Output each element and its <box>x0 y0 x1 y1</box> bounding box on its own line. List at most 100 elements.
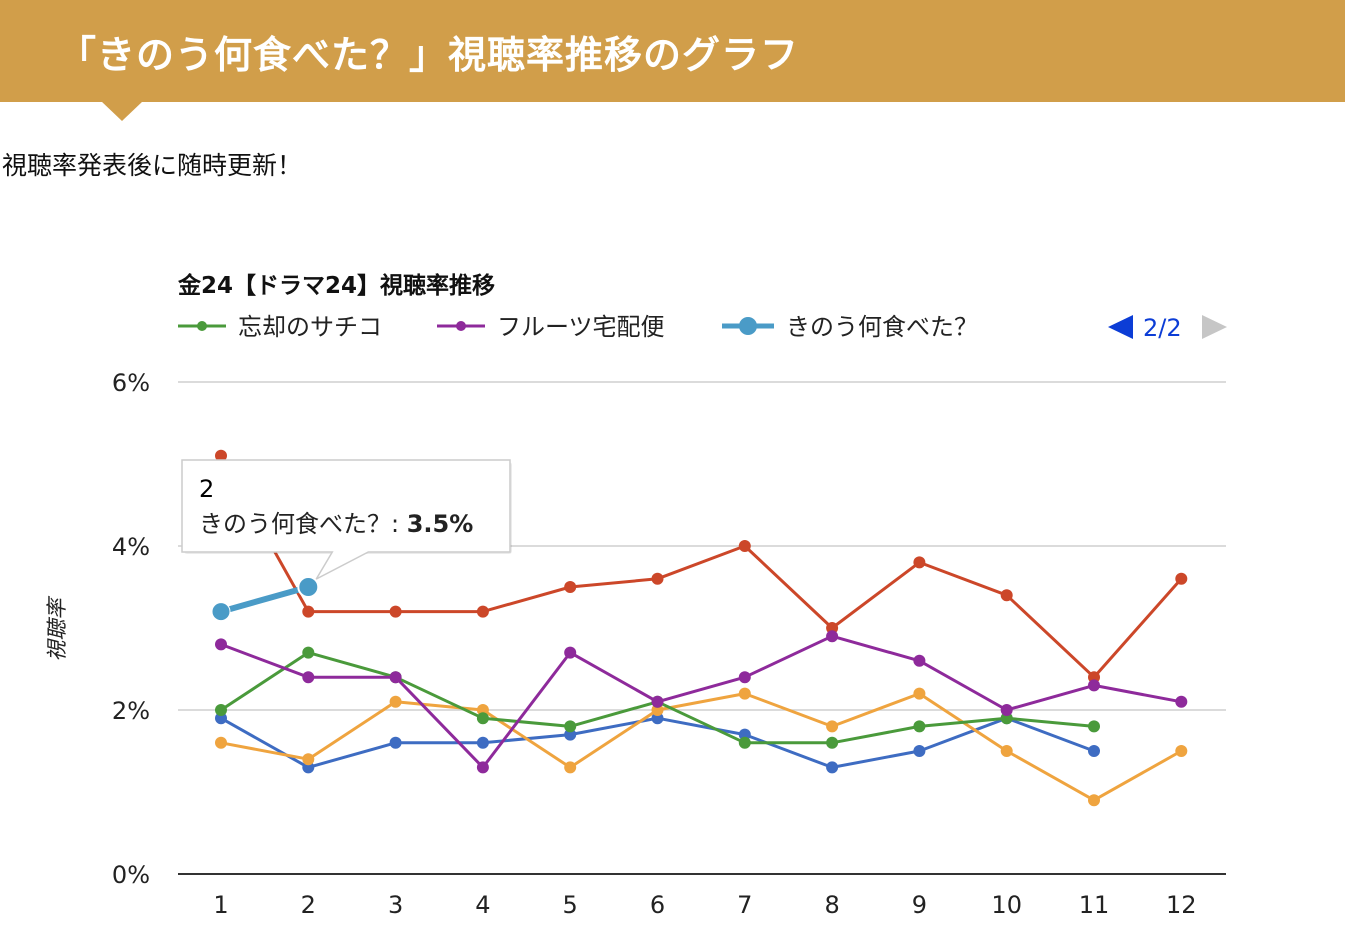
x-tick-label: 2 <box>301 891 316 919</box>
tooltip-box <box>181 459 511 581</box>
data-point[interactable] <box>738 671 751 684</box>
legend-swatch-marker <box>739 317 757 335</box>
legend-item[interactable]: きのう何食べた？ <box>722 313 978 341</box>
data-point[interactable] <box>738 736 751 749</box>
data-point[interactable] <box>302 761 315 774</box>
chart-series <box>211 449 1188 807</box>
y-axis-label: 視聴率 <box>45 596 69 662</box>
data-point[interactable] <box>476 736 489 749</box>
data-point[interactable] <box>651 695 664 708</box>
data-point[interactable] <box>389 671 402 684</box>
data-point[interactable] <box>389 695 402 708</box>
data-point[interactable] <box>564 761 577 774</box>
data-point[interactable] <box>1000 589 1013 602</box>
data-point[interactable] <box>913 654 926 667</box>
x-tick-label: 8 <box>824 891 839 919</box>
x-tick-label: 11 <box>1079 891 1110 919</box>
data-point[interactable] <box>476 605 489 618</box>
x-tick-label: 5 <box>563 891 578 919</box>
data-point[interactable] <box>564 581 577 593</box>
legend-label: 忘却のサチコ <box>238 313 382 341</box>
data-point[interactable] <box>302 646 315 659</box>
hovered-data-point[interactable] <box>297 576 320 598</box>
data-point[interactable] <box>215 712 227 725</box>
data-point[interactable] <box>913 556 926 569</box>
data-point[interactable] <box>215 704 227 716</box>
legend-label: フルーツ宅配便 <box>497 313 665 341</box>
legend-page-indicator: 2/2 <box>1143 314 1182 342</box>
data-point[interactable] <box>389 605 402 618</box>
data-point[interactable] <box>738 687 751 700</box>
legend-next-arrow-icon[interactable] <box>1202 315 1227 339</box>
series-path <box>220 716 1095 769</box>
y-axis-ticks: 0% 2% 4% 6% <box>112 369 150 889</box>
x-tick-label: 9 <box>912 891 927 919</box>
x-tick-label: 1 <box>213 891 228 919</box>
data-point[interactable] <box>738 728 751 741</box>
data-point[interactable] <box>564 728 577 741</box>
data-point[interactable] <box>1175 745 1188 757</box>
data-point[interactable] <box>211 602 231 622</box>
data-point[interactable] <box>1000 745 1013 757</box>
data-point[interactable] <box>826 720 839 733</box>
chart-grid <box>178 381 1226 875</box>
data-point[interactable] <box>651 704 664 716</box>
data-point[interactable] <box>1088 794 1100 807</box>
data-point[interactable] <box>1000 712 1013 725</box>
data-point[interactable] <box>1088 671 1100 684</box>
data-point[interactable] <box>738 540 751 552</box>
data-point[interactable] <box>302 671 315 684</box>
data-point[interactable] <box>476 761 489 774</box>
legend-item[interactable]: 忘却のサチコ <box>178 313 382 341</box>
tooltip-value: 3.5% <box>407 510 474 538</box>
x-tick-label: 6 <box>650 891 665 919</box>
x-axis-ticks: 1 2 3 4 5 6 7 8 9 10 11 12 <box>213 891 1196 919</box>
x-tick-label: 4 <box>475 891 490 919</box>
legend-swatch-marker <box>197 321 207 331</box>
data-point[interactable] <box>913 687 926 700</box>
data-point[interactable] <box>1175 572 1188 585</box>
series-line <box>215 630 1188 774</box>
data-point[interactable] <box>1088 679 1100 692</box>
y-tick-label: 4% <box>112 533 150 561</box>
x-tick-label: 3 <box>388 891 403 919</box>
data-point[interactable] <box>215 736 227 749</box>
data-point[interactable] <box>1088 720 1100 733</box>
y-tick-label: 0% <box>112 861 150 889</box>
chart-tooltip: 2 きのう何食べた？: 3.5% <box>181 459 512 598</box>
x-tick-label: 12 <box>1166 891 1197 919</box>
banner-pointer <box>101 101 143 121</box>
title-banner: 「きのう何食べた？」視聴率推移のグラフ <box>0 0 1345 121</box>
data-point[interactable] <box>1175 695 1188 708</box>
data-point[interactable] <box>913 745 926 757</box>
legend-prev-arrow-icon[interactable] <box>1108 315 1133 339</box>
data-point[interactable] <box>389 736 402 749</box>
data-point[interactable] <box>1088 745 1100 757</box>
data-point[interactable] <box>302 605 315 618</box>
data-point[interactable] <box>476 712 489 725</box>
chart-legend: 忘却のサチコ フルーツ宅配便 きのう何食べた？ <box>178 313 978 341</box>
data-point[interactable] <box>913 720 926 733</box>
series-line <box>215 687 1188 807</box>
data-point[interactable] <box>826 630 839 643</box>
data-point[interactable] <box>215 638 227 651</box>
data-point[interactable] <box>476 704 489 716</box>
data-point[interactable] <box>215 449 227 462</box>
legend-item[interactable]: フルーツ宅配便 <box>437 313 665 341</box>
legend-swatch-marker <box>456 321 466 331</box>
data-point[interactable] <box>826 736 839 749</box>
data-point[interactable] <box>302 753 315 766</box>
data-point[interactable] <box>651 572 664 585</box>
series-path <box>220 634 1182 769</box>
data-point[interactable] <box>826 761 839 774</box>
data-point[interactable] <box>564 646 577 659</box>
legend-pager: 2/2 <box>1108 314 1227 342</box>
series-path <box>220 692 1183 802</box>
page-subtitle: 視聴率発表後に随時更新！ <box>2 151 303 180</box>
tooltip-series-label: きのう何食べた？: 3.5% <box>199 510 473 538</box>
y-tick-label: 2% <box>112 697 150 725</box>
data-point[interactable] <box>1000 704 1013 716</box>
data-point[interactable] <box>564 720 577 733</box>
data-point[interactable] <box>651 712 664 725</box>
data-point[interactable] <box>826 622 839 634</box>
